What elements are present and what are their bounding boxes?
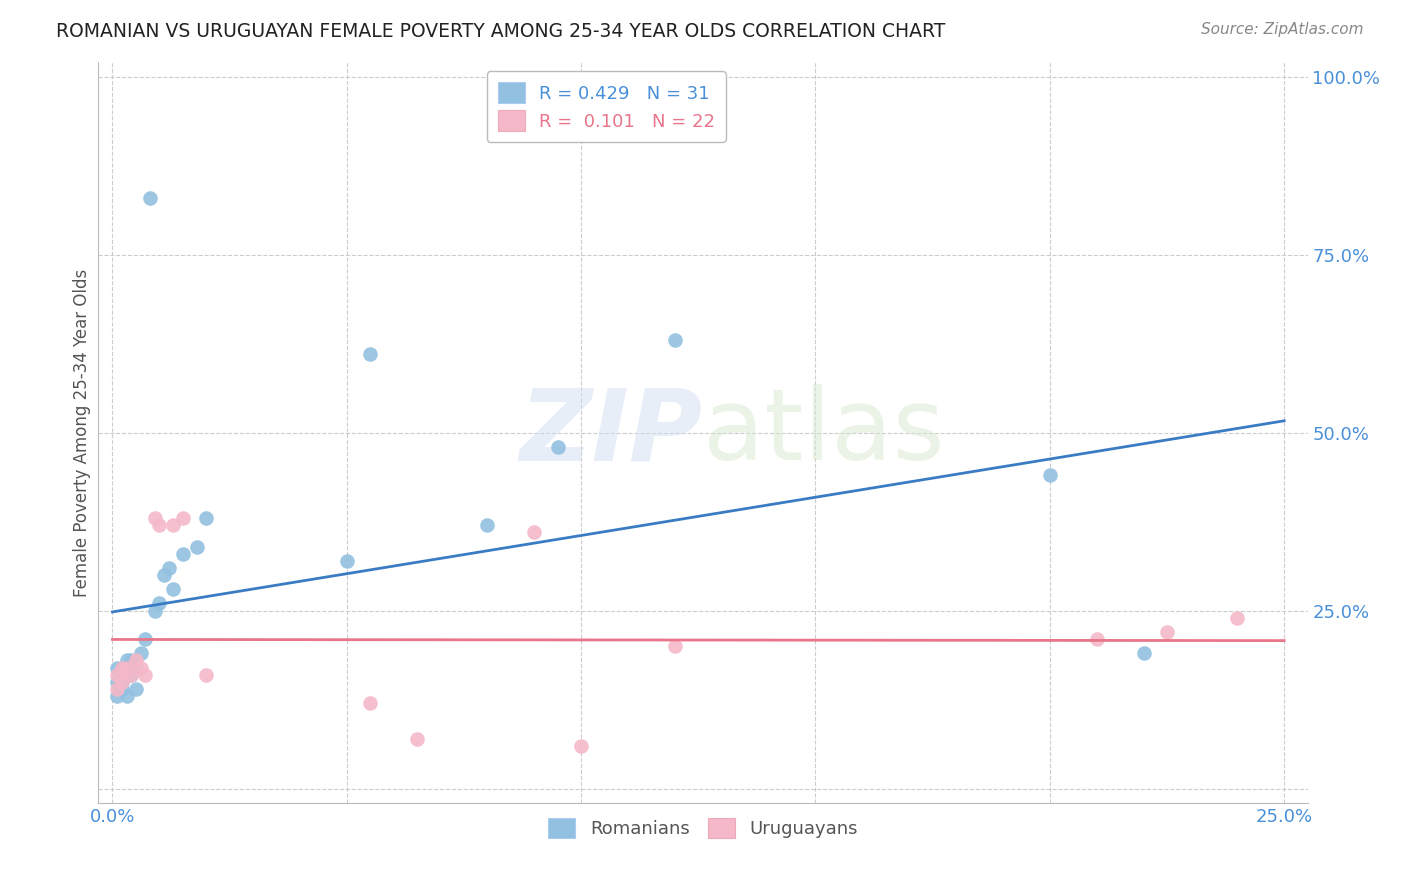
Point — [105, 689, 128, 703]
Point — [664, 333, 686, 347]
Point — [105, 660, 128, 674]
Point — [172, 511, 194, 525]
Point — [111, 681, 134, 696]
Point — [111, 674, 134, 689]
Point — [162, 518, 184, 533]
Point — [336, 554, 359, 568]
Text: Source: ZipAtlas.com: Source: ZipAtlas.com — [1201, 22, 1364, 37]
Point — [111, 660, 134, 674]
Point — [105, 667, 128, 681]
Point — [186, 540, 208, 554]
Point — [134, 667, 156, 681]
Point — [157, 561, 180, 575]
Point — [1226, 611, 1249, 625]
Point — [359, 347, 381, 361]
Legend: Romanians, Uruguayans: Romanians, Uruguayans — [541, 810, 865, 846]
Point — [129, 646, 152, 660]
Point — [115, 689, 138, 703]
Point — [406, 731, 429, 746]
Point — [115, 660, 138, 674]
Point — [195, 667, 218, 681]
Point — [523, 525, 546, 540]
Point — [664, 639, 686, 653]
Point — [1039, 468, 1062, 483]
Point — [129, 660, 152, 674]
Text: ROMANIAN VS URUGUAYAN FEMALE POVERTY AMONG 25-34 YEAR OLDS CORRELATION CHART: ROMANIAN VS URUGUAYAN FEMALE POVERTY AMO… — [56, 22, 946, 41]
Point — [111, 660, 134, 674]
Point — [1085, 632, 1108, 646]
Point — [148, 597, 170, 611]
Point — [143, 511, 166, 525]
Point — [139, 191, 162, 205]
Point — [162, 582, 184, 597]
Point — [1132, 646, 1154, 660]
Point — [105, 681, 128, 696]
Point — [120, 653, 142, 667]
Point — [1156, 624, 1178, 639]
Point — [125, 660, 148, 674]
Point — [125, 653, 148, 667]
Point — [120, 667, 142, 681]
Point — [569, 739, 592, 753]
Point — [195, 511, 218, 525]
Point — [105, 674, 128, 689]
Point — [125, 681, 148, 696]
Y-axis label: Female Poverty Among 25-34 Year Olds: Female Poverty Among 25-34 Year Olds — [73, 268, 91, 597]
Point — [477, 518, 499, 533]
Text: ZIP: ZIP — [520, 384, 703, 481]
Text: atlas: atlas — [703, 384, 945, 481]
Point — [148, 518, 170, 533]
Point — [115, 653, 138, 667]
Point — [111, 674, 134, 689]
Point — [359, 696, 381, 710]
Point — [547, 440, 569, 454]
Point — [134, 632, 156, 646]
Point — [143, 604, 166, 618]
Point — [120, 667, 142, 681]
Point — [172, 547, 194, 561]
Point — [153, 568, 176, 582]
Point — [115, 667, 138, 681]
